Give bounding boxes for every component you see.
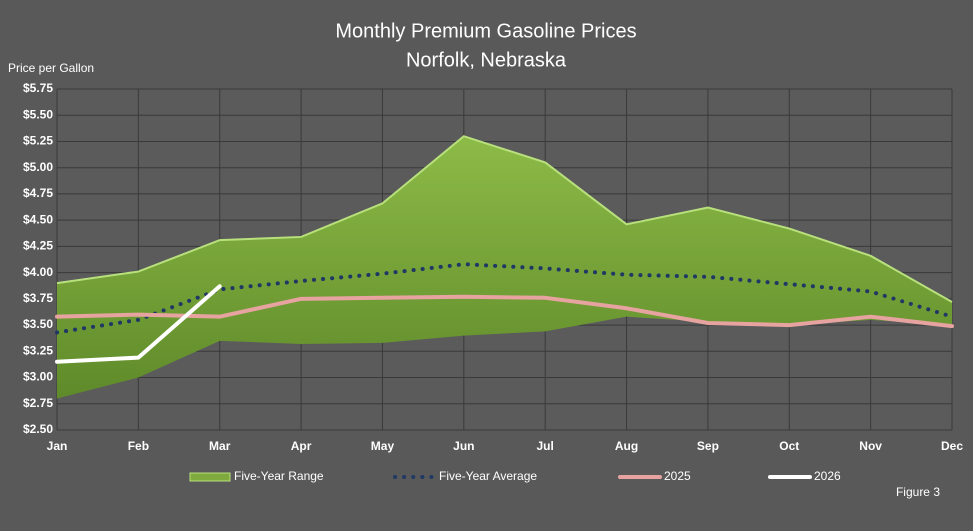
y-tick-label: $3.25 [23, 343, 53, 357]
chart-subtitle: Norfolk, Nebraska [406, 49, 567, 71]
legend-label: 2026 [814, 469, 841, 483]
x-tick-label: Jul [537, 439, 554, 453]
y-tick-label: $5.00 [23, 160, 53, 174]
x-tick-label: Oct [779, 439, 799, 453]
x-tick-label: Nov [859, 439, 882, 453]
y-tick-label: $4.50 [23, 212, 53, 226]
series-line [55, 294, 954, 329]
x-tick-label: Aug [615, 439, 638, 453]
y-tick-label: $5.75 [23, 81, 53, 95]
y-tick-label: $5.25 [23, 134, 53, 148]
y-tick-label: $4.25 [23, 239, 53, 253]
series-line [55, 284, 222, 364]
legend-label: Five-Year Range [234, 469, 324, 483]
y-tick-label: $2.50 [23, 422, 53, 436]
x-tick-label: Sep [697, 439, 719, 453]
legend-swatch [189, 472, 231, 482]
y-tick-label: $4.00 [23, 265, 53, 279]
y-tick-label: $4.75 [23, 186, 53, 200]
y-axis-label: Price per Gallon [8, 61, 94, 75]
y-tick-label: $2.75 [23, 396, 53, 410]
x-tick-label: Jun [453, 439, 474, 453]
x-tick-label: Mar [209, 439, 231, 453]
y-tick-label: $3.00 [23, 370, 53, 384]
series-line [55, 262, 954, 335]
annotation: Figure 3 [896, 485, 940, 499]
y-tick-label: $5.50 [23, 107, 53, 121]
y-tick-label: $3.50 [23, 317, 53, 331]
x-tick-label: Feb [128, 439, 149, 453]
x-tick-label: Dec [941, 439, 963, 453]
x-tick-label: Apr [291, 439, 312, 453]
legend-label: 2025 [664, 469, 691, 483]
chart-title: Monthly Premium Gasoline Prices [335, 20, 636, 42]
legend-label: Five-Year Average [439, 469, 537, 483]
x-tick-label: May [371, 439, 395, 453]
y-tick-label: $3.75 [23, 291, 53, 305]
range-edge [56, 135, 953, 303]
x-tick-label: Jan [47, 439, 68, 453]
